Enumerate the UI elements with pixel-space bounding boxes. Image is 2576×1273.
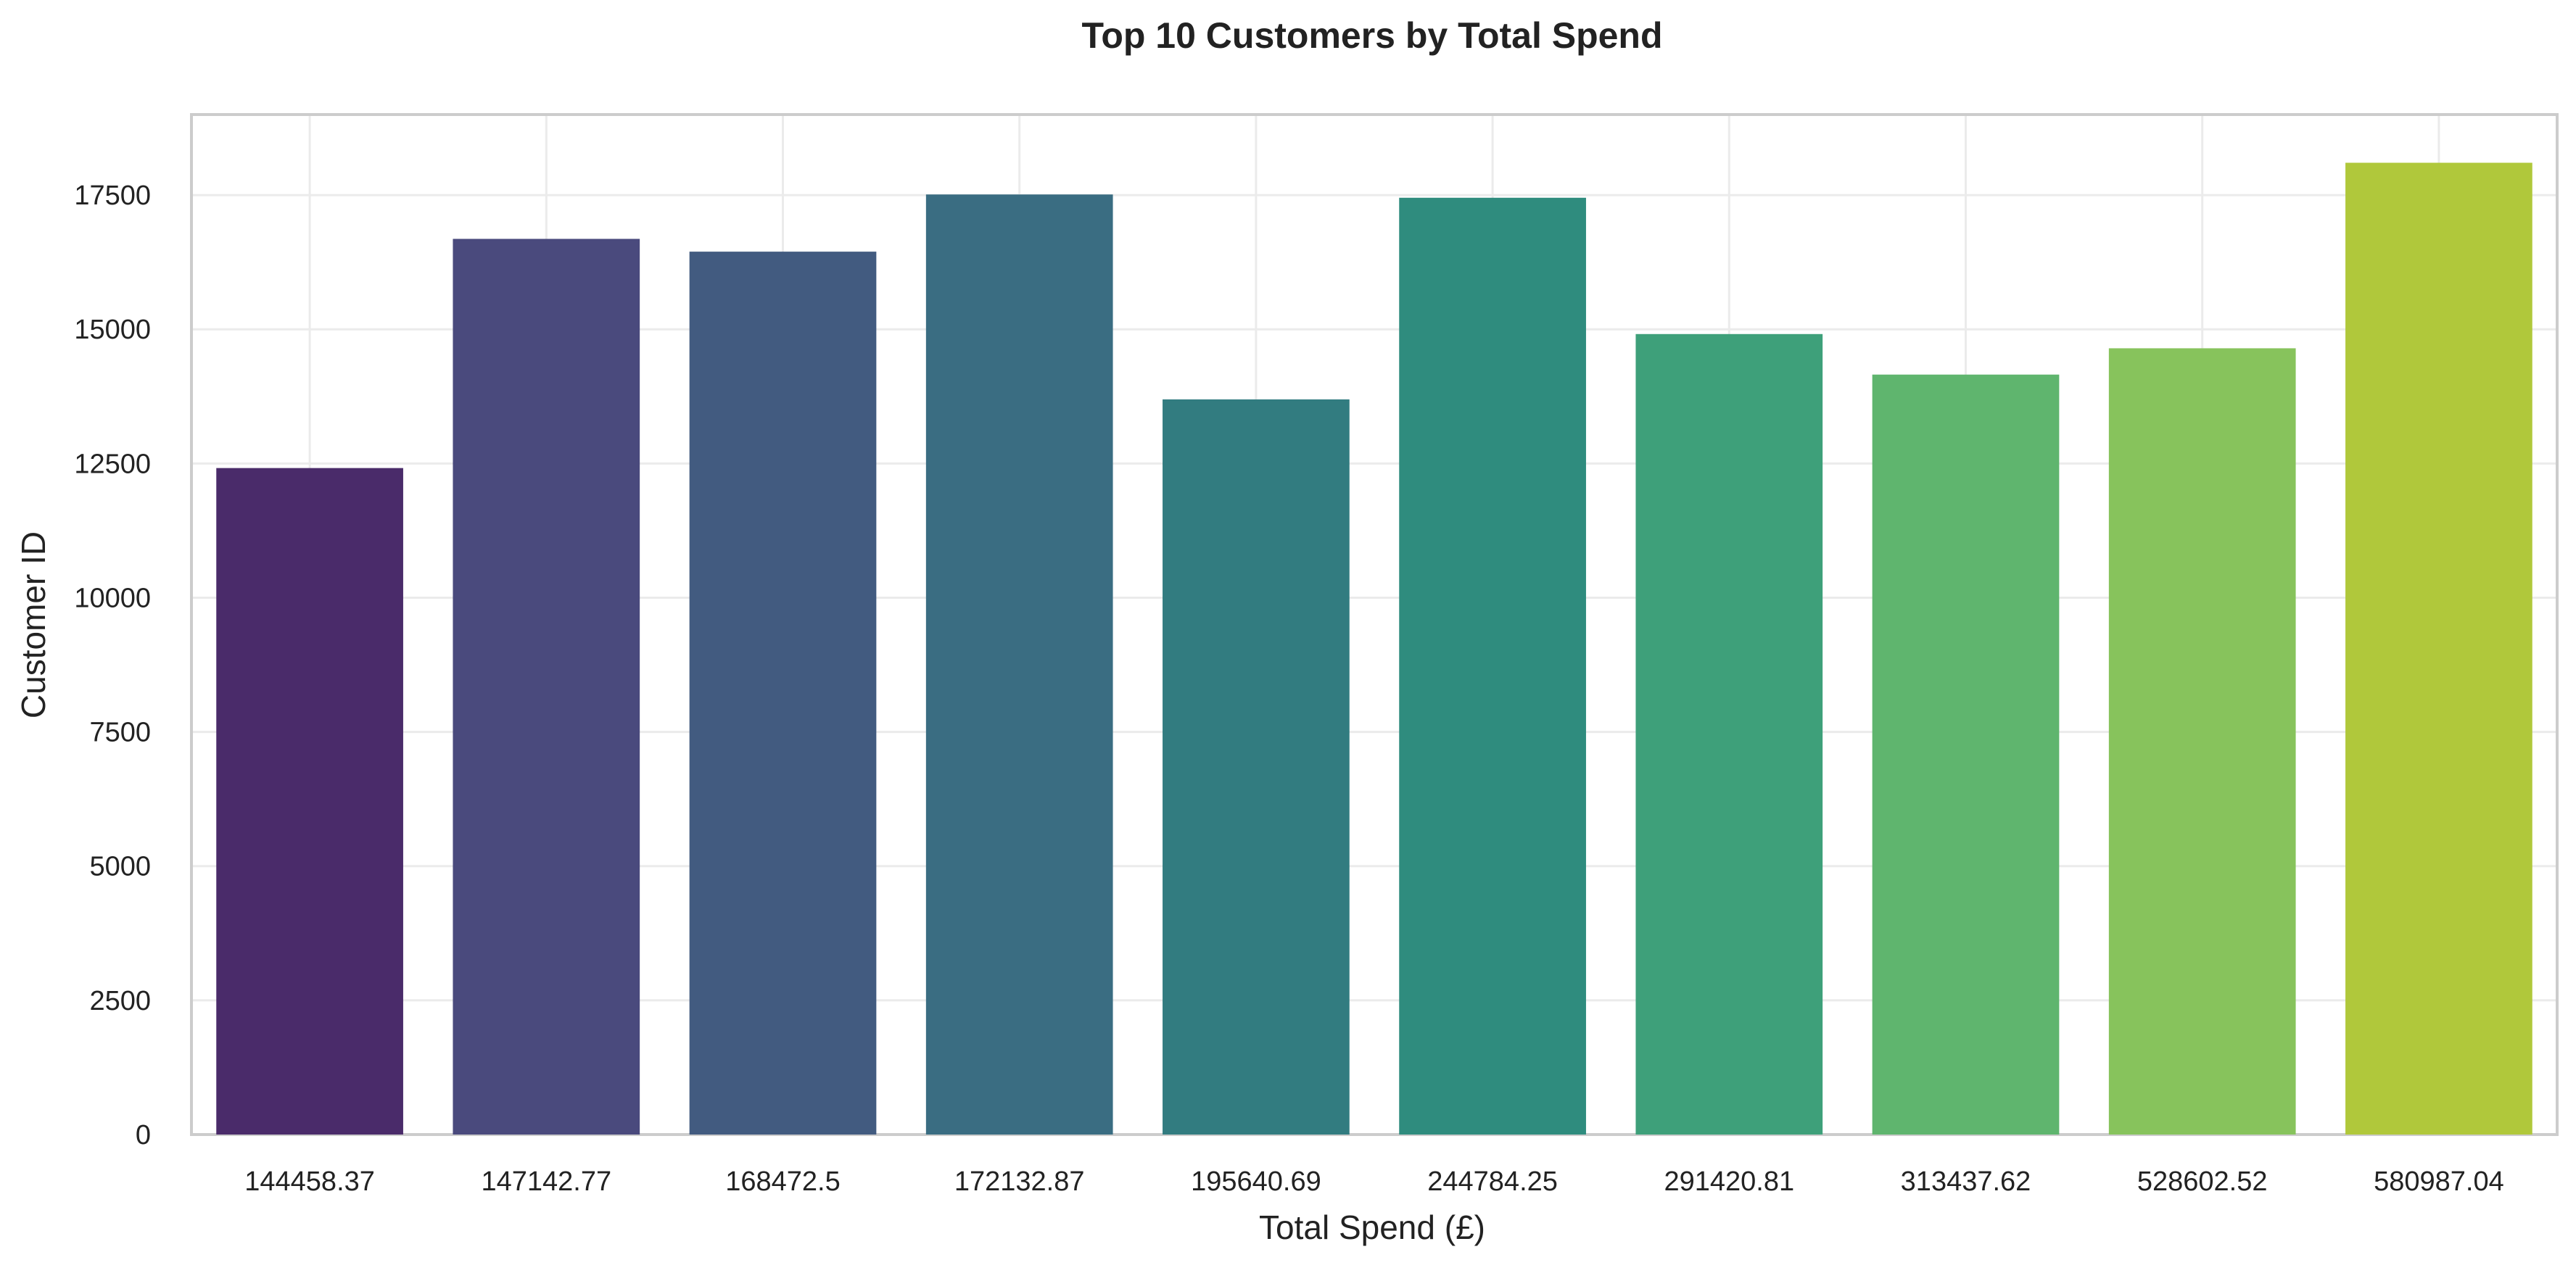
- x-tick-label: 172132.87: [954, 1166, 1085, 1197]
- bar-8: [1872, 374, 2060, 1135]
- y-tick-label: 12500: [74, 449, 151, 479]
- y-tick-label: 10000: [74, 583, 151, 613]
- x-tick-label: 168472.5: [725, 1166, 841, 1197]
- bar-1: [216, 468, 403, 1135]
- bar-3: [689, 252, 877, 1135]
- plot-area-frame: [190, 113, 2559, 1136]
- x-tick-label: 195640.69: [1191, 1166, 1321, 1197]
- y-tick-label: 17500: [74, 181, 151, 211]
- y-tick-label: 7500: [89, 718, 151, 748]
- y-axis-ticks: 0 2500 5000 7500 10000 12500 15000 17500: [74, 181, 151, 1150]
- y-tick-label: 5000: [89, 852, 151, 882]
- x-axis-label: Total Spend (£): [1259, 1208, 1485, 1246]
- x-tick-label: 528602.52: [2137, 1166, 2268, 1197]
- bar-9: [2108, 348, 2296, 1135]
- bar-7: [1635, 333, 1823, 1135]
- y-axis-label: Customer ID: [15, 531, 52, 718]
- x-tick-label: 244784.25: [1427, 1166, 1558, 1197]
- bar-5: [1163, 399, 1350, 1135]
- bars: [216, 162, 2532, 1135]
- y-tick-label: 15000: [74, 315, 151, 345]
- bar-10: [2345, 162, 2532, 1135]
- x-axis-ticks: 144458.37 147142.77 168472.5 172132.87 19564…: [244, 1166, 2503, 1197]
- chart-title: Top 10 Customers by Total Spend: [1081, 15, 1662, 56]
- y-tick-label: 0: [136, 1120, 151, 1150]
- bar-6: [1399, 197, 1586, 1135]
- bar-2: [453, 239, 640, 1135]
- x-tick-label: 147142.77: [481, 1166, 611, 1197]
- x-tick-label: 144458.37: [244, 1166, 375, 1197]
- x-tick-label: 313437.62: [1901, 1166, 2031, 1197]
- bar-4: [925, 194, 1113, 1135]
- x-tick-label: 291420.81: [1664, 1166, 1794, 1197]
- y-tick-label: 2500: [89, 986, 151, 1016]
- x-tick-label: 580987.04: [2374, 1166, 2504, 1197]
